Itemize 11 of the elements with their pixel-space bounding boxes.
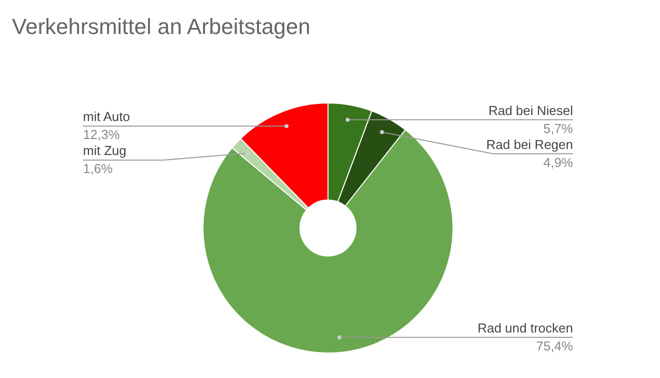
chart-title: Verkehrsmittel an Arbeitstagen	[11, 13, 312, 41]
data-label: 5,7%	[543, 120, 574, 136]
slice-label: mit Zug	[83, 143, 126, 158]
data-label: 75,4%	[536, 338, 574, 354]
data-label: 12,3%	[83, 127, 120, 142]
slice-label: Rad bei Niesel	[488, 102, 574, 118]
slice-label: Rad bei Regen	[486, 136, 573, 152]
data-label: 4,9%	[543, 154, 574, 170]
slice-label: mit Auto	[83, 109, 130, 124]
slice-label: Rad und trocken	[478, 320, 573, 336]
data-label: 1,6%	[83, 161, 114, 176]
